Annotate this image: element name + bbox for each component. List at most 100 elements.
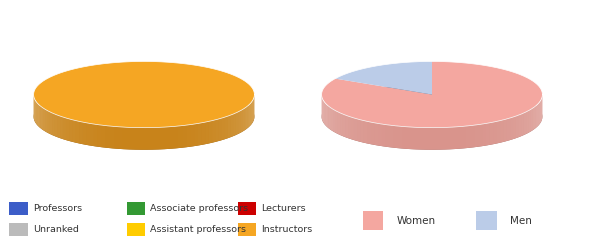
Polygon shape xyxy=(326,103,327,127)
Polygon shape xyxy=(324,101,325,124)
FancyBboxPatch shape xyxy=(362,211,383,230)
Polygon shape xyxy=(540,100,541,123)
Polygon shape xyxy=(242,108,244,132)
Polygon shape xyxy=(330,107,332,131)
Polygon shape xyxy=(361,120,364,143)
Polygon shape xyxy=(510,117,513,140)
Polygon shape xyxy=(327,105,328,128)
Text: Lecturers: Lecturers xyxy=(262,204,306,213)
Polygon shape xyxy=(47,111,50,134)
Polygon shape xyxy=(58,115,60,138)
Polygon shape xyxy=(228,115,230,138)
Polygon shape xyxy=(34,61,254,128)
Polygon shape xyxy=(516,115,518,138)
Polygon shape xyxy=(322,95,542,150)
Polygon shape xyxy=(73,120,76,143)
Polygon shape xyxy=(244,107,246,131)
Polygon shape xyxy=(46,110,47,133)
FancyBboxPatch shape xyxy=(10,223,28,236)
Text: Associate professors: Associate professors xyxy=(151,204,248,213)
Polygon shape xyxy=(219,118,222,141)
Polygon shape xyxy=(323,100,324,123)
Polygon shape xyxy=(38,103,39,127)
Polygon shape xyxy=(238,111,241,134)
Polygon shape xyxy=(36,101,37,124)
Polygon shape xyxy=(536,105,537,128)
Polygon shape xyxy=(322,84,542,150)
Polygon shape xyxy=(518,114,521,137)
Text: Unranked: Unranked xyxy=(33,225,79,234)
Text: Men: Men xyxy=(510,216,532,226)
Polygon shape xyxy=(233,113,236,136)
Polygon shape xyxy=(209,120,212,144)
Polygon shape xyxy=(334,110,335,133)
Polygon shape xyxy=(513,116,516,139)
Polygon shape xyxy=(69,119,73,142)
Polygon shape xyxy=(526,111,529,134)
Polygon shape xyxy=(343,114,346,137)
Polygon shape xyxy=(524,112,526,135)
Polygon shape xyxy=(34,84,254,150)
Polygon shape xyxy=(66,118,69,141)
Polygon shape xyxy=(335,111,338,134)
Polygon shape xyxy=(252,100,253,123)
Polygon shape xyxy=(346,115,348,138)
Polygon shape xyxy=(35,100,36,123)
FancyBboxPatch shape xyxy=(127,202,145,215)
FancyBboxPatch shape xyxy=(238,202,256,215)
FancyBboxPatch shape xyxy=(476,211,497,230)
Polygon shape xyxy=(215,119,219,142)
Polygon shape xyxy=(212,120,215,143)
Polygon shape xyxy=(354,118,357,141)
Polygon shape xyxy=(251,101,252,124)
FancyBboxPatch shape xyxy=(10,202,28,215)
Polygon shape xyxy=(79,121,83,144)
Polygon shape xyxy=(357,119,361,142)
Polygon shape xyxy=(335,61,432,95)
Polygon shape xyxy=(529,110,530,133)
Polygon shape xyxy=(76,120,79,144)
Polygon shape xyxy=(60,116,63,139)
Polygon shape xyxy=(338,112,340,135)
Polygon shape xyxy=(328,106,330,129)
Polygon shape xyxy=(500,120,503,143)
Polygon shape xyxy=(42,107,44,131)
Polygon shape xyxy=(222,117,225,140)
Polygon shape xyxy=(364,120,367,144)
Polygon shape xyxy=(335,84,432,117)
Polygon shape xyxy=(538,102,539,126)
Polygon shape xyxy=(39,105,40,128)
Polygon shape xyxy=(40,106,42,129)
Polygon shape xyxy=(236,112,238,135)
Polygon shape xyxy=(63,117,66,140)
Polygon shape xyxy=(230,114,233,137)
Polygon shape xyxy=(55,114,58,137)
Polygon shape xyxy=(225,116,228,139)
Polygon shape xyxy=(521,113,524,136)
Polygon shape xyxy=(348,116,351,139)
FancyBboxPatch shape xyxy=(238,223,256,236)
Polygon shape xyxy=(534,106,536,129)
Polygon shape xyxy=(367,121,371,144)
FancyBboxPatch shape xyxy=(127,223,145,236)
Text: Assistant professors: Assistant professors xyxy=(151,225,247,234)
Polygon shape xyxy=(241,110,242,133)
Polygon shape xyxy=(503,119,507,142)
Polygon shape xyxy=(248,105,249,128)
Polygon shape xyxy=(250,102,251,126)
Polygon shape xyxy=(34,95,254,150)
Polygon shape xyxy=(322,61,542,128)
Polygon shape xyxy=(507,118,510,141)
Polygon shape xyxy=(246,106,248,129)
Polygon shape xyxy=(532,107,534,131)
Polygon shape xyxy=(539,101,540,124)
Polygon shape xyxy=(351,117,354,140)
Polygon shape xyxy=(530,108,532,132)
Polygon shape xyxy=(325,102,326,126)
Polygon shape xyxy=(50,112,52,135)
Text: Professors: Professors xyxy=(33,204,82,213)
Polygon shape xyxy=(37,102,38,126)
Text: Women: Women xyxy=(396,216,436,226)
Polygon shape xyxy=(44,108,46,132)
Polygon shape xyxy=(332,108,334,132)
